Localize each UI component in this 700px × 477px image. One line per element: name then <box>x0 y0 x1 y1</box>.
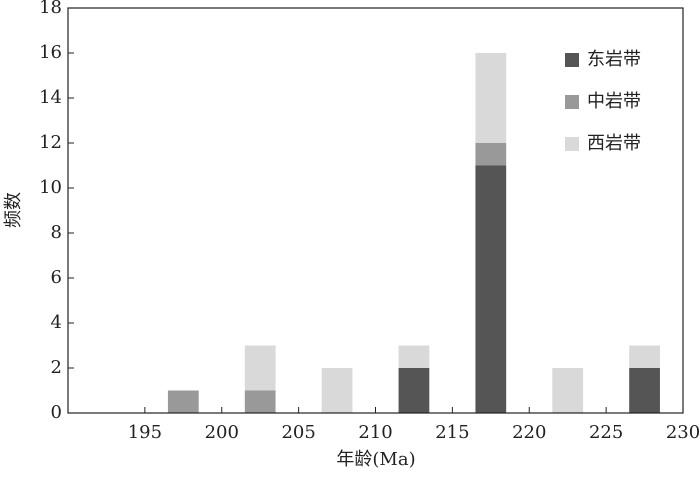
x-axis-label: 年龄(Ma) <box>336 449 415 470</box>
bar-segment <box>475 53 507 143</box>
legend-swatch <box>565 53 579 67</box>
bar-segment <box>398 368 430 413</box>
legend-label: 西岩带 <box>587 133 641 154</box>
bar-segment <box>552 368 584 413</box>
legend-swatch <box>565 95 579 109</box>
y-tick-label: 8 <box>51 222 62 243</box>
x-tick-label: 230 <box>666 422 700 443</box>
y-axis-label: 频数 <box>3 192 24 228</box>
y-tick-label: 14 <box>39 87 62 108</box>
legend-label: 东岩带 <box>587 49 641 70</box>
bar-segment <box>475 143 507 166</box>
y-tick-label: 4 <box>51 312 62 333</box>
bar-segment <box>398 345 430 368</box>
y-tick-label: 6 <box>51 267 62 288</box>
x-tick-label: 195 <box>128 422 162 443</box>
y-tick-label: 0 <box>51 402 62 423</box>
legend-label: 中岩带 <box>587 91 641 112</box>
x-tick-label: 225 <box>589 422 623 443</box>
x-tick-label: 205 <box>281 422 315 443</box>
x-tick-label: 200 <box>205 422 239 443</box>
x-tick-label: 215 <box>435 422 469 443</box>
bar-segment <box>629 368 660 413</box>
bar-segment <box>321 368 353 413</box>
bar-segment <box>629 345 660 368</box>
y-tick-label: 18 <box>39 0 62 18</box>
legend-swatch <box>565 137 579 151</box>
y-tick-label: 10 <box>39 177 62 198</box>
bar-segment <box>167 390 199 413</box>
x-tick-label: 220 <box>512 422 546 443</box>
y-tick-label: 2 <box>51 357 62 378</box>
y-tick-label: 16 <box>39 42 62 63</box>
y-tick-label: 12 <box>39 132 62 153</box>
bar-segment <box>244 345 276 391</box>
bar-segment <box>244 390 276 413</box>
bar-segment <box>475 165 507 413</box>
x-tick-label: 210 <box>358 422 392 443</box>
